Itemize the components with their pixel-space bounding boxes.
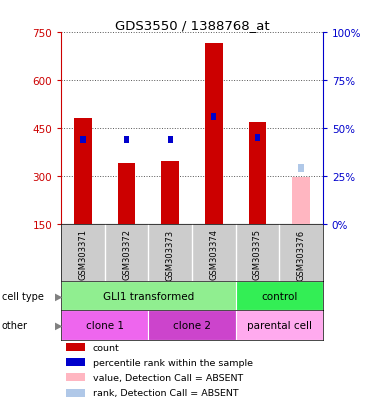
Text: ▶: ▶: [55, 291, 62, 301]
Bar: [66, 373, 85, 381]
Bar: [161, 162, 179, 224]
Text: ▶: ▶: [55, 320, 62, 330]
Bar: [66, 344, 85, 351]
Text: value, Detection Call = ABSENT: value, Detection Call = ABSENT: [93, 373, 243, 382]
Bar: [298, 165, 303, 173]
Text: rank, Detection Call = ABSENT: rank, Detection Call = ABSENT: [93, 389, 238, 398]
Text: GSM303376: GSM303376: [296, 229, 305, 280]
Bar: [81, 136, 86, 144]
Bar: [249, 122, 266, 224]
Bar: [168, 136, 173, 144]
Text: percentile rank within the sample: percentile rank within the sample: [93, 358, 253, 367]
Text: GSM303373: GSM303373: [166, 229, 175, 280]
Text: count: count: [93, 343, 119, 352]
Text: GSM303371: GSM303371: [79, 229, 88, 280]
Text: GSM303375: GSM303375: [253, 229, 262, 280]
Bar: [211, 113, 216, 121]
Text: clone 1: clone 1: [86, 320, 124, 330]
Text: GSM303372: GSM303372: [122, 229, 131, 280]
Bar: [61, 282, 236, 311]
Title: GDS3550 / 1388768_at: GDS3550 / 1388768_at: [115, 19, 269, 32]
Text: clone 2: clone 2: [173, 320, 211, 330]
Bar: [148, 311, 236, 340]
Bar: [118, 164, 135, 224]
Text: control: control: [261, 291, 298, 301]
Bar: [66, 389, 85, 397]
Bar: [292, 177, 310, 224]
Bar: [255, 134, 260, 142]
Bar: [205, 44, 223, 224]
Bar: [124, 136, 129, 144]
Text: GSM303374: GSM303374: [209, 229, 218, 280]
Bar: [74, 119, 92, 224]
Text: cell type: cell type: [2, 291, 44, 301]
Bar: [66, 358, 85, 366]
Text: other: other: [2, 320, 28, 330]
Text: parental cell: parental cell: [247, 320, 312, 330]
Bar: [236, 282, 323, 311]
Text: GLI1 transformed: GLI1 transformed: [103, 291, 194, 301]
Bar: [236, 311, 323, 340]
Bar: [61, 311, 148, 340]
